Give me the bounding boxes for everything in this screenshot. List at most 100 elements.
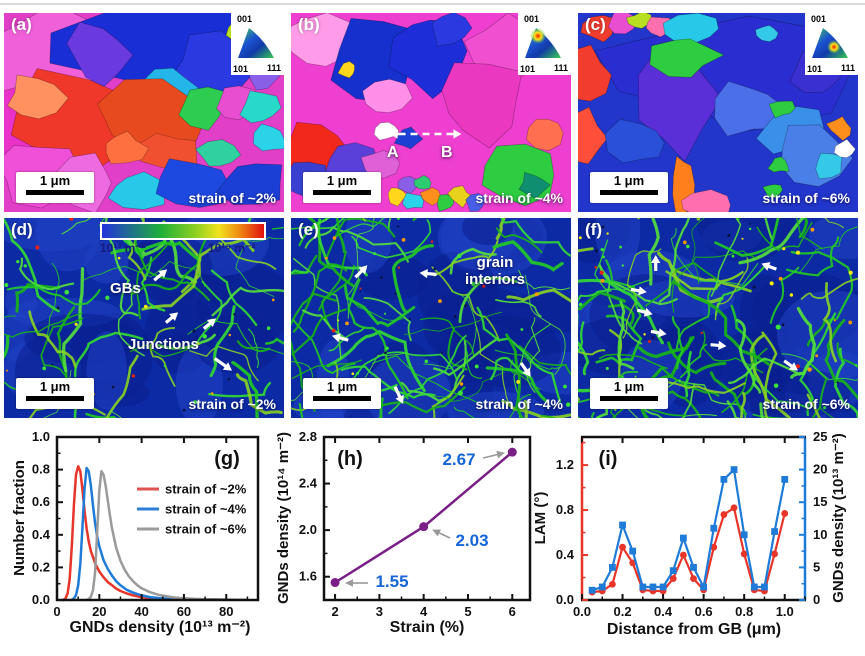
svg-text:10: 10: [813, 527, 827, 542]
scale-bar-label: 1 μm: [39, 379, 71, 394]
scale-bar-line: [600, 190, 658, 195]
svg-text:20: 20: [92, 604, 106, 619]
gbs-annotation: GBs: [110, 280, 141, 297]
ipf-001-label: 001: [237, 14, 253, 24]
panel-a: (a) 001 101 111 1 μm strain of ~2%: [4, 13, 284, 212]
svg-text:1.2: 1.2: [556, 457, 574, 472]
svg-text:(g): (g): [214, 448, 240, 470]
svg-text:40: 40: [134, 604, 148, 619]
svg-text:GNDs density (10¹⁴ m⁻²): GNDs density (10¹⁴ m⁻²): [275, 432, 292, 604]
svg-text:(i): (i): [599, 448, 618, 470]
strain-label: strain of ~2%: [188, 190, 276, 206]
svg-text:3: 3: [376, 604, 383, 619]
gnd-map-f: [578, 218, 858, 418]
ipf-key: 001 101 111: [805, 13, 858, 75]
colorbar-min-label: 10¹³ m⁻²: [100, 241, 146, 255]
row-ipf-maps: (a) 001 101 111 1 μm strain of ~2% (b) 0…: [4, 13, 858, 212]
panel-letter: (a): [11, 15, 32, 34]
svg-text:0.8: 0.8: [32, 462, 50, 477]
svg-text:1.55: 1.55: [375, 572, 408, 591]
panel-b: (b) 001 101 111 A B 1 μm strain of ~4%: [291, 13, 571, 212]
scale-bar-label: 1 μm: [39, 173, 71, 188]
ipf-111-label: 111: [840, 63, 855, 73]
scale-bar: 1 μm: [303, 172, 381, 203]
panel-e: (e) grain interiors 1 μm strain of ~4%: [291, 218, 571, 418]
svg-text:1.0: 1.0: [776, 604, 794, 619]
colorbar-max-label: 10¹⁵ m⁻²: [208, 241, 256, 255]
svg-text:5: 5: [464, 604, 471, 619]
scale-bar-line: [313, 190, 371, 195]
svg-text:0.4: 0.4: [32, 527, 51, 542]
top-divider: [0, 3, 865, 5]
svg-text:80: 80: [219, 604, 233, 619]
panel-letter: (b): [298, 15, 320, 34]
panel-letter: (c): [585, 15, 606, 34]
scale-bar-label: 1 μm: [613, 173, 645, 188]
svg-text:0.0: 0.0: [32, 592, 50, 607]
strain-label: strain of ~4%: [475, 396, 563, 412]
ipf-triangle-icon: [525, 28, 561, 58]
scale-bar-line: [313, 396, 371, 401]
svg-text:strain of ~4%: strain of ~4%: [165, 502, 247, 517]
panel-letter: (e): [298, 220, 319, 239]
strain-label: strain of ~6%: [762, 396, 850, 412]
svg-text:15: 15: [813, 494, 827, 509]
strain-label: strain of ~4%: [475, 190, 563, 206]
junctions-annotation: Junctions: [128, 336, 199, 353]
panel-d: (d) 10¹³ m⁻² 10¹⁵ m⁻² GBs Junctions 1 μm…: [4, 218, 284, 418]
ipf-key: 001 101 111: [231, 13, 284, 75]
ipf-triangle-icon: [812, 28, 848, 58]
panel-f: (f) 1 μm strain of ~6%: [578, 218, 858, 418]
scale-bar: 1 μm: [16, 378, 94, 409]
strain-label: strain of ~2%: [188, 396, 276, 412]
scale-bar-label: 1 μm: [326, 173, 358, 188]
scale-bar-label: 1 μm: [326, 379, 358, 394]
svg-text:0.8: 0.8: [556, 502, 574, 517]
ipf-101-label: 101: [233, 64, 249, 74]
ipf-001-label: 001: [524, 14, 540, 24]
scale-bar: 1 μm: [590, 172, 668, 203]
svg-text:0.4: 0.4: [654, 604, 673, 619]
svg-text:2.67: 2.67: [442, 450, 475, 469]
scale-bar: 1 μm: [16, 172, 94, 203]
scale-bar-line: [26, 396, 84, 401]
grain-interiors-annotation: grain interiors: [464, 254, 525, 289]
svg-text:0.0: 0.0: [556, 592, 574, 607]
row-gnd-maps: (d) 10¹³ m⁻² 10¹⁵ m⁻² GBs Junctions 1 μm…: [4, 218, 858, 418]
svg-text:strain of ~2%: strain of ~2%: [165, 482, 247, 497]
svg-text:Number fraction: Number fraction: [11, 460, 28, 576]
row-charts: 0 20 40 60 80 0.0 0.2 0.4 0.6 0.8 1.0 GNDs density …: [0, 425, 865, 656]
scale-bar-label: 1 μm: [613, 379, 645, 394]
svg-text:2.8: 2.8: [299, 429, 317, 444]
gnd-map-e: [291, 218, 571, 418]
svg-text:0.2: 0.2: [614, 604, 632, 619]
strain-label: strain of ~6%: [762, 190, 850, 206]
svg-text:2.4: 2.4: [299, 476, 318, 491]
svg-text:0.6: 0.6: [695, 604, 713, 619]
ipf-111-label: 111: [553, 63, 568, 73]
gnd-map-d: [4, 218, 284, 418]
panel-letter: (f): [585, 220, 602, 239]
svg-text:0: 0: [53, 604, 60, 619]
scale-bar: 1 μm: [303, 378, 381, 409]
svg-text:0.2: 0.2: [32, 559, 50, 574]
svg-text:LAM (°): LAM (°): [532, 492, 549, 545]
svg-text:(h): (h): [337, 448, 363, 470]
svg-text:25: 25: [813, 429, 827, 444]
panel-c: (c) 001 101 111 1 μm strain of ~6%: [578, 13, 858, 212]
svg-text:0.6: 0.6: [32, 494, 50, 509]
ipf-triangle-icon: [238, 28, 274, 58]
svg-text:0.4: 0.4: [556, 547, 575, 562]
svg-text:strain of ~6%: strain of ~6%: [165, 522, 247, 537]
svg-text:4: 4: [420, 604, 428, 619]
svg-text:2.0: 2.0: [299, 522, 317, 537]
svg-text:Strain (%): Strain (%): [390, 619, 465, 636]
gnd-colorbar: [100, 222, 266, 240]
svg-text:2.03: 2.03: [455, 531, 488, 550]
svg-text:1.0: 1.0: [32, 429, 50, 444]
ipf-key: 001 101 111: [518, 13, 571, 75]
chart-i: 0.0 0.2 0.4 0.6 0.8 1.0 0.0 0.4 0.8 1.2 0 5 10 15 20 25…: [532, 429, 847, 638]
scale-bar: 1 μm: [590, 378, 668, 409]
